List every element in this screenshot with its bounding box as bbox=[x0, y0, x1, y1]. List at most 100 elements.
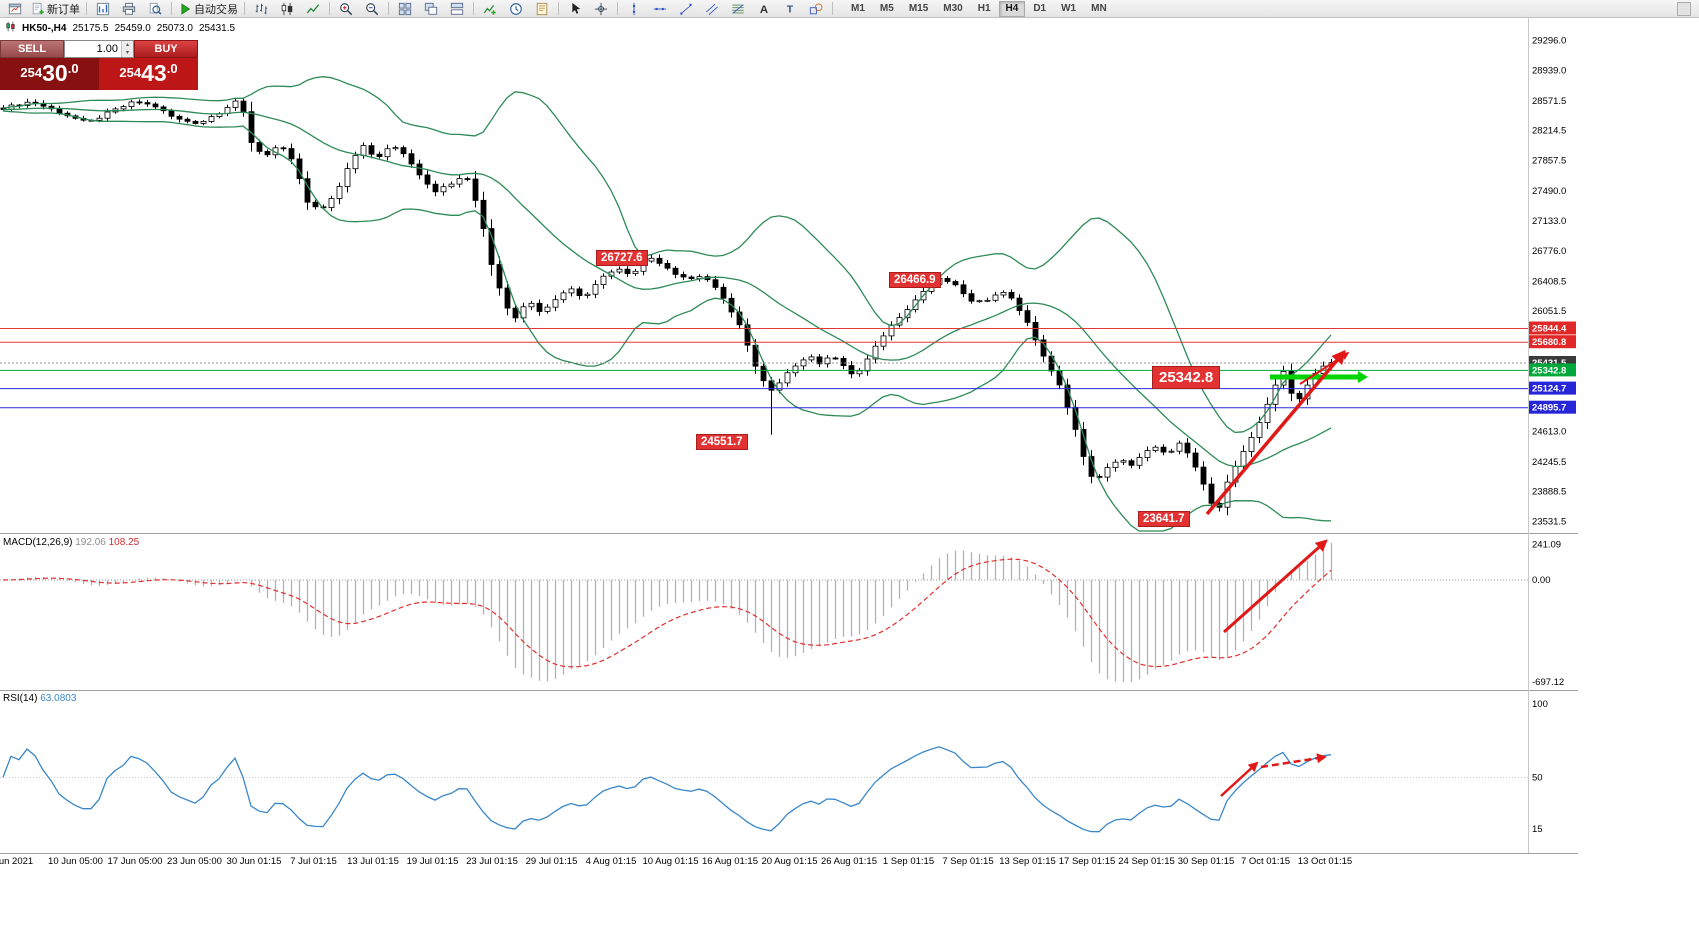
sell-price[interactable]: 254 30.0 bbox=[0, 58, 99, 90]
auto-trading-button[interactable]: 自动交易 bbox=[175, 0, 241, 18]
new-order-button[interactable]: 新订单 bbox=[28, 0, 83, 18]
trend-arrow[interactable] bbox=[1220, 761, 1259, 797]
time-axis-label: 7 Jul 01:15 bbox=[290, 856, 336, 867]
chart-ohlc-readout: HK50-,H4 25175.5 25459.0 25073.0 25431.5 bbox=[5, 21, 235, 35]
rsi-line bbox=[2, 746, 1332, 833]
timeframe-m1[interactable]: M1 bbox=[851, 2, 865, 14]
buy-price-big-digits: 43 bbox=[141, 60, 167, 86]
svg-text:A: A bbox=[760, 3, 768, 15]
timeframe-mn[interactable]: MN bbox=[1091, 2, 1107, 14]
time-axis-label: 23 Jun 05:00 bbox=[167, 856, 222, 867]
timeframe-m15[interactable]: M15 bbox=[908, 2, 929, 14]
text-icon[interactable]: A bbox=[751, 0, 777, 18]
volume-input[interactable] bbox=[65, 41, 121, 57]
indicators-icon[interactable] bbox=[477, 0, 503, 18]
volume-down-icon[interactable]: ▾ bbox=[122, 49, 133, 57]
time-axis-label: 10 Aug 01:15 bbox=[643, 856, 699, 867]
line-chart-icon bbox=[306, 3, 320, 13]
periods-icon bbox=[510, 2, 522, 15]
price-axis-tick: 26051.5 bbox=[1532, 306, 1566, 317]
line-chart-icon[interactable] bbox=[300, 0, 326, 18]
print-icon[interactable] bbox=[116, 0, 142, 18]
crosshair-icon[interactable] bbox=[588, 0, 614, 18]
green-arrow-bar[interactable] bbox=[1270, 374, 1360, 380]
timeframe-h1[interactable]: H1 bbox=[977, 2, 991, 14]
new-order-button bbox=[32, 2, 44, 14]
charts-panel-icon[interactable] bbox=[90, 0, 116, 18]
price-axis-label-box bbox=[1529, 381, 1576, 395]
sell-price-fraction: .0 bbox=[67, 61, 79, 76]
periods-icon[interactable] bbox=[503, 0, 529, 18]
toolbar-separator bbox=[558, 2, 559, 15]
horizontal-line-icon[interactable] bbox=[647, 0, 673, 18]
toolbar-separator bbox=[832, 2, 833, 15]
price-axis-tick: 24613.0 bbox=[1532, 426, 1566, 437]
volume-up-icon[interactable]: ▴ bbox=[122, 41, 133, 49]
buy-price[interactable]: 254 43.0 bbox=[99, 58, 198, 90]
trendline-icon[interactable] bbox=[673, 0, 699, 18]
timeframe-w1[interactable]: W1 bbox=[1061, 2, 1077, 14]
vertical-line-icon[interactable] bbox=[621, 0, 647, 18]
toolbar-separator bbox=[617, 2, 618, 15]
symbol-name: HK50-,H4 bbox=[22, 22, 67, 34]
zoom-in-icon[interactable] bbox=[333, 0, 359, 18]
toolbar-overflow-button[interactable] bbox=[1677, 2, 1691, 16]
time-axis-label: 4 Aug 01:15 bbox=[586, 856, 637, 867]
time-axis-label: 13 Jul 01:15 bbox=[347, 856, 399, 867]
trend-arrow[interactable] bbox=[1299, 352, 1350, 385]
tile-windows-icon[interactable] bbox=[392, 0, 418, 18]
price-axis-tick: 27133.0 bbox=[1532, 216, 1566, 227]
chart-canvas[interactable]: 29296.0 28939.0 28571.5 28214.5 27857.5 27490… bbox=[0, 18, 1699, 938]
ohlc-open: 25175.5 bbox=[72, 22, 109, 34]
fibonacci-icon[interactable] bbox=[725, 0, 751, 18]
label-icon[interactable]: T bbox=[777, 0, 803, 18]
cursor-icon[interactable] bbox=[562, 0, 588, 18]
bar-chart-icon[interactable] bbox=[248, 0, 274, 18]
trend-arrow[interactable] bbox=[1260, 753, 1327, 769]
time-axis-label: 19 Jul 01:15 bbox=[407, 856, 459, 867]
price-callout[interactable]: 24551.7 bbox=[696, 434, 748, 450]
tile-windows-icon bbox=[398, 2, 412, 15]
chart-window-icon[interactable] bbox=[2, 0, 28, 18]
price-callout[interactable]: 26466.9 bbox=[889, 272, 941, 288]
price-callout[interactable]: 25342.8 bbox=[1152, 366, 1221, 389]
cascade-windows-icon[interactable] bbox=[418, 0, 444, 18]
rsi-indicator-label: RSI(14) 63.0803 bbox=[3, 693, 76, 704]
price-axis-label-value: 25844.4 bbox=[1532, 324, 1567, 335]
sell-button[interactable]: SELL bbox=[0, 40, 64, 58]
zoom-out-icon[interactable] bbox=[359, 0, 385, 18]
horizontal-line-icon bbox=[653, 7, 667, 10]
buy-button[interactable]: BUY bbox=[134, 40, 198, 58]
chart-window-icon bbox=[8, 3, 22, 14]
timeframe-m5[interactable]: M5 bbox=[879, 2, 894, 14]
label-icon: T bbox=[787, 3, 794, 15]
arrange-windows-icon[interactable] bbox=[444, 0, 470, 18]
crosshair-icon bbox=[594, 2, 608, 15]
toolbar-separator bbox=[473, 2, 474, 15]
price-axis-tick: 23888.5 bbox=[1532, 487, 1566, 498]
price-axis-tick: 26408.5 bbox=[1532, 276, 1566, 287]
print-preview-icon[interactable] bbox=[142, 0, 168, 18]
timeframe-h4[interactable]: H4 bbox=[998, 0, 1026, 17]
channel-icon[interactable] bbox=[699, 0, 725, 18]
time-axis-label: 13 Sep 01:15 bbox=[999, 856, 1056, 867]
volume-spinner[interactable]: ▴ ▾ bbox=[121, 41, 133, 57]
sell-price-big-digits: 30 bbox=[42, 60, 68, 86]
candlestick-icon bbox=[5, 21, 16, 35]
candlestick-chart-icon[interactable] bbox=[274, 0, 300, 18]
trend-arrow[interactable] bbox=[1223, 539, 1328, 634]
vertical-line-icon bbox=[632, 2, 636, 15]
timeframe-d1[interactable]: D1 bbox=[1033, 2, 1047, 14]
timeframe-m30[interactable]: M30 bbox=[943, 2, 963, 14]
time-axis-label: 26 Aug 01:15 bbox=[821, 856, 877, 867]
trend-arrow[interactable] bbox=[1205, 349, 1346, 516]
bar-chart-icon bbox=[255, 3, 268, 14]
price-callout[interactable]: 26727.6 bbox=[596, 250, 648, 266]
toolbar-separator bbox=[388, 2, 389, 15]
macd-histogram bbox=[10, 542, 1333, 682]
templates-icon[interactable] bbox=[529, 0, 555, 18]
price-callout[interactable]: 23641.7 bbox=[1138, 511, 1190, 527]
shapes-icon[interactable] bbox=[803, 0, 829, 18]
volume-field: ▴ ▾ bbox=[64, 40, 134, 58]
candlestick-series[interactable] bbox=[0, 97, 1335, 516]
